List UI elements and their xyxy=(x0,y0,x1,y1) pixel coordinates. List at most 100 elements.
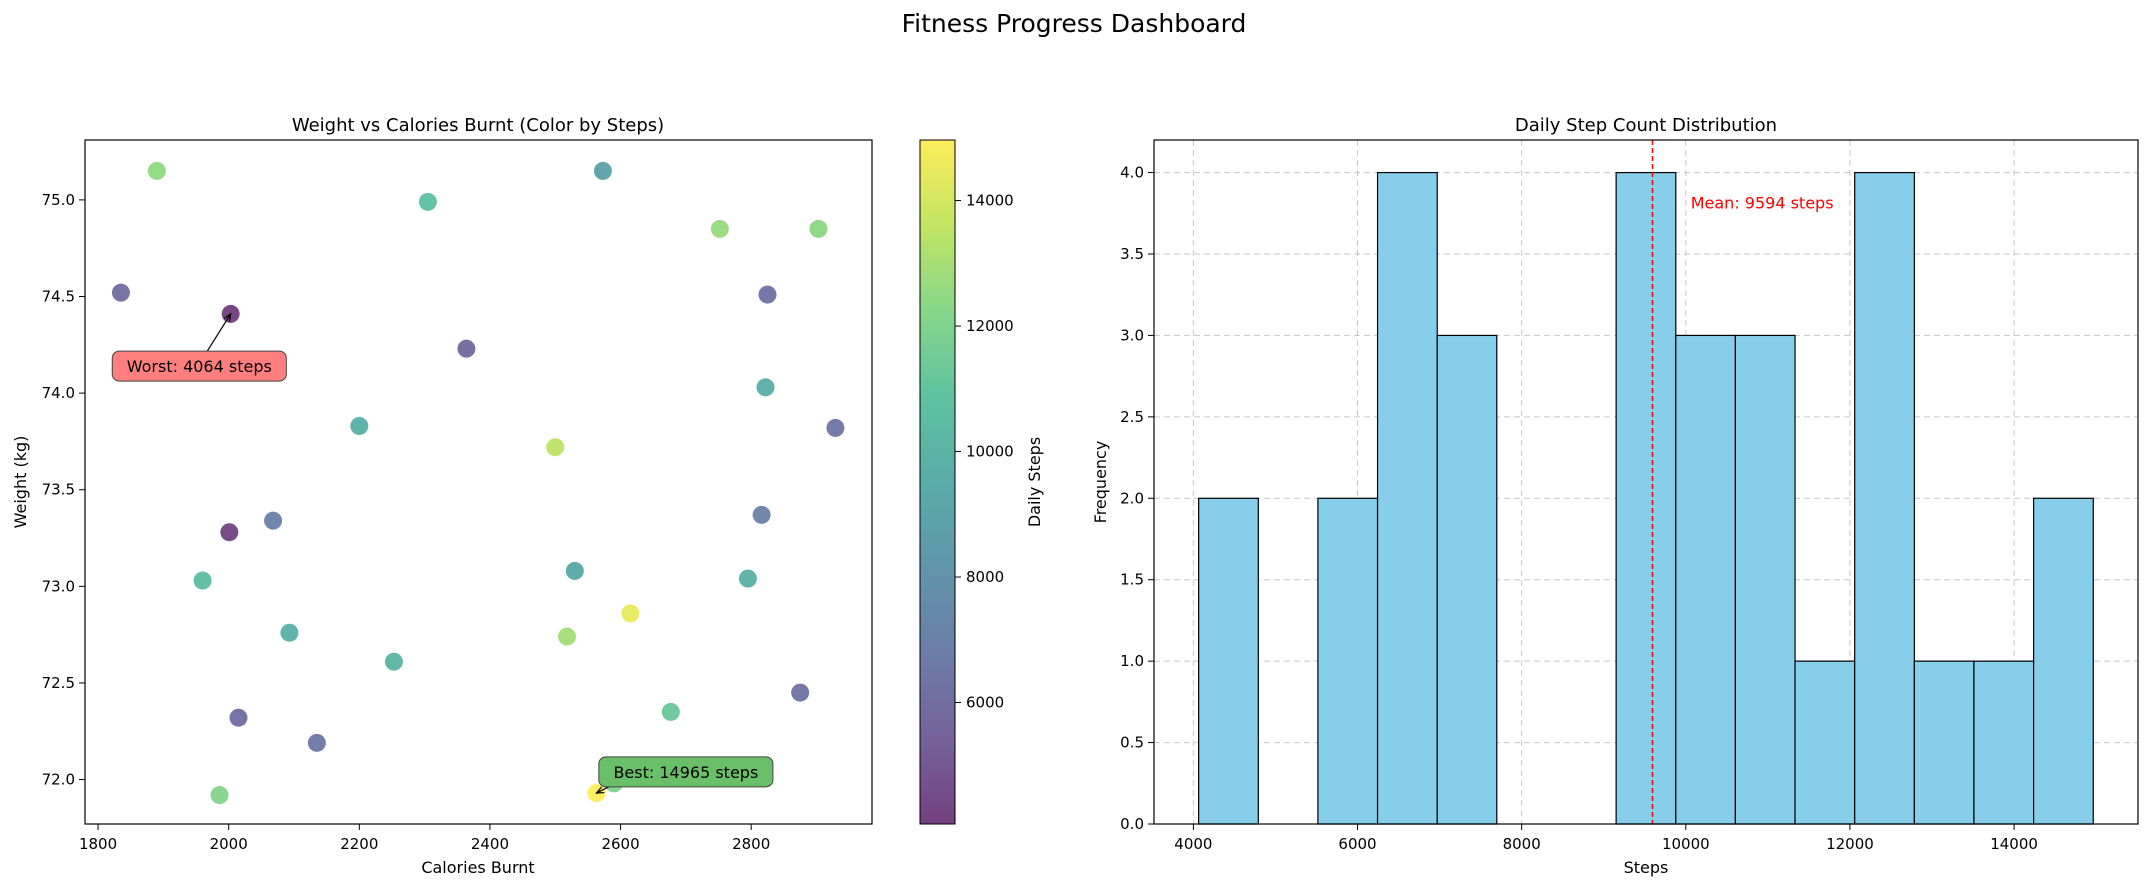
annotation-text: Best: 14965 steps xyxy=(613,763,758,782)
histogram-bar xyxy=(1734,334,1796,825)
scatter-point xyxy=(418,192,437,211)
scatter-x-tick-label: 2200 xyxy=(340,835,378,853)
histogram-x-tick-label: 12000 xyxy=(1826,835,1874,853)
histogram-bar xyxy=(1913,660,1975,825)
scatter-point xyxy=(147,161,166,180)
annotation-arrow xyxy=(596,786,610,794)
annotation-arrowhead xyxy=(223,312,232,322)
scatter-annotations: Worst: 4064 steps Best: 14965 steps xyxy=(111,312,774,794)
annotation-arrowhead xyxy=(595,786,605,794)
scatter-point xyxy=(738,569,757,588)
scatter-x-axis-label: Calories Burnt xyxy=(421,858,534,877)
histogram-axes-frame xyxy=(1153,139,2139,825)
histogram-bar xyxy=(1436,334,1498,825)
histogram-panel: Daily Step Count Distribution Mean: 9594… xyxy=(1091,115,2139,877)
scatter-point xyxy=(229,708,248,727)
scatter-point xyxy=(752,505,771,524)
colorbar-tick-label: 6000 xyxy=(966,694,1004,712)
scatter-point xyxy=(710,219,729,238)
histogram-x-tick-label: 14000 xyxy=(1990,835,2038,853)
scatter-y-axis-label: Weight (kg) xyxy=(11,436,30,529)
colorbar-label: Daily Steps xyxy=(1025,437,1044,527)
scatter-point xyxy=(557,627,576,646)
colorbar-ticks: 6000 8000 10000 12000 14000 xyxy=(955,192,1014,712)
histogram-y-axis-label: Frequency xyxy=(1091,441,1110,524)
histogram-mean: Mean: 9594 steps xyxy=(1651,140,1834,824)
scatter-point xyxy=(193,571,212,590)
scatter-point xyxy=(758,285,777,304)
histogram-y-tick-label: 1.0 xyxy=(1120,652,1144,670)
histogram-x-tick-label: 8000 xyxy=(1503,835,1541,853)
scatter-point xyxy=(593,161,612,180)
scatter-y-tick-label: 74.0 xyxy=(42,384,75,402)
colorbar-gradient xyxy=(920,140,955,824)
scatter-title: Weight vs Calories Burnt (Color by Steps… xyxy=(292,115,664,136)
histogram-bar xyxy=(1198,497,1259,825)
scatter-point xyxy=(280,623,299,642)
histogram-bar xyxy=(1854,171,1915,825)
histogram-bars xyxy=(1198,171,2094,825)
scatter-x-tick-label: 2600 xyxy=(601,835,639,853)
scatter-point xyxy=(384,652,403,671)
histogram-bar xyxy=(1973,660,2035,825)
scatter-point xyxy=(661,702,680,721)
scatter-y-tick-label: 73.5 xyxy=(42,481,75,499)
histogram-y-tick-label: 1.5 xyxy=(1120,571,1144,589)
histogram-x-axis-label: Steps xyxy=(1624,858,1669,877)
histogram-bar xyxy=(1317,497,1379,825)
scatter-y-tick-label: 73.0 xyxy=(42,577,75,595)
scatter-y-ticks: 72.0 72.5 73.0 73.5 74.0 74.5 75.0 xyxy=(42,191,85,789)
colorbar-frame xyxy=(919,139,956,825)
annotation-arrow xyxy=(206,313,232,352)
scatter-point xyxy=(307,733,326,752)
histogram-bar xyxy=(2033,497,2094,825)
scatter-y-tick-label: 75.0 xyxy=(42,191,75,209)
scatter-x-tick-label: 1800 xyxy=(79,835,117,853)
histogram-bar xyxy=(1615,171,1677,825)
histogram-x-tick-label: 10000 xyxy=(1662,835,1710,853)
scatter-point xyxy=(826,418,845,437)
scatter-point xyxy=(111,283,130,302)
annotation-box xyxy=(598,756,774,788)
scatter-y-tick-label: 72.5 xyxy=(42,674,75,692)
histogram-y-tick-label: 2.5 xyxy=(1120,408,1144,426)
annotation-text: Worst: 4064 steps xyxy=(127,357,272,376)
scatter-axes-frame xyxy=(84,139,873,825)
scatter-point xyxy=(565,561,584,580)
scatter-y-tick-label: 74.5 xyxy=(42,288,75,306)
colorbar-tick-label: 8000 xyxy=(966,568,1004,586)
colorbar-tick-label: 12000 xyxy=(966,317,1014,335)
histogram-y-tick-label: 4.0 xyxy=(1120,164,1144,182)
scatter-point xyxy=(621,604,640,623)
scatter-point xyxy=(546,438,565,457)
scatter-point xyxy=(756,378,775,397)
scatter-point xyxy=(350,416,369,435)
histogram-x-tick-label: 6000 xyxy=(1338,835,1376,853)
scatter-point xyxy=(809,219,828,238)
scatter-x-tick-label: 2000 xyxy=(210,835,248,853)
scatter-point xyxy=(220,523,239,542)
figure-title: Fitness Progress Dashboard xyxy=(902,9,1247,38)
scatter-points xyxy=(111,161,845,805)
histogram-bar xyxy=(1794,660,1856,825)
histogram-y-tick-label: 3.5 xyxy=(1120,245,1144,263)
histogram-bar xyxy=(1376,171,1438,825)
scatter-panel: Weight vs Calories Burnt (Color by Steps… xyxy=(11,115,1044,877)
scatter-point xyxy=(791,683,810,702)
histogram-y-tick-label: 0.0 xyxy=(1120,815,1144,833)
histogram-bar xyxy=(1675,334,1736,825)
histogram-y-tick-label: 2.0 xyxy=(1120,489,1144,507)
scatter-x-tick-label: 2800 xyxy=(732,835,770,853)
histogram-x-tick-label: 4000 xyxy=(1174,835,1212,853)
mean-label: Mean: 9594 steps xyxy=(1691,193,1834,212)
scatter-point xyxy=(457,339,476,358)
histogram-y-tick-label: 3.0 xyxy=(1120,326,1144,344)
scatter-x-tick-label: 2400 xyxy=(471,835,509,853)
histogram-y-ticks: 0.0 0.5 1.0 1.5 2.0 2.5 3.0 3.5 4.0 xyxy=(1120,164,1154,833)
scatter-y-tick-label: 72.0 xyxy=(42,771,75,789)
colorbar-tick-label: 10000 xyxy=(966,443,1014,461)
scatter-point xyxy=(210,786,229,805)
scatter-point xyxy=(264,511,283,530)
annotation-box xyxy=(111,350,287,382)
